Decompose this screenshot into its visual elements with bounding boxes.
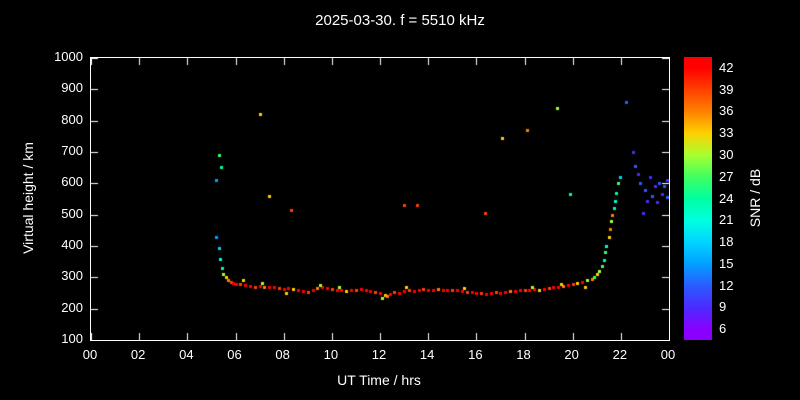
x-tick-label: 22 xyxy=(612,347,628,362)
x-tick-label: 06 xyxy=(227,347,242,362)
colorbar-label: SNR / dB xyxy=(747,168,763,228)
colorbar-tick-label: 39 xyxy=(719,81,734,97)
colorbar-tick-label: 42 xyxy=(719,59,734,75)
x-tick-label: 12 xyxy=(371,347,387,362)
colorbar-tick-label: 36 xyxy=(719,103,734,119)
y-tick-label: 900 xyxy=(61,80,83,96)
y-tick-label: 100 xyxy=(61,331,83,346)
y-tick-label: 700 xyxy=(61,143,83,158)
y-tick-label: 800 xyxy=(61,111,83,127)
colorbar-tick-label: 6 xyxy=(719,321,727,337)
plot-area xyxy=(90,57,670,341)
y-axis-label: Virtual height / km xyxy=(20,142,36,254)
x-tick-label: 16 xyxy=(468,347,483,362)
colorbar-gradient xyxy=(684,57,712,340)
x-tick-label: 10 xyxy=(323,347,339,362)
colorbar-tick-label: 24 xyxy=(719,190,734,206)
x-tick-label: 14 xyxy=(419,347,435,362)
colorbar-tick-label: 15 xyxy=(719,255,734,271)
scatter-points-canvas xyxy=(91,58,669,340)
colorbar-tick-label: 21 xyxy=(719,212,734,228)
x-tick-label: 00 xyxy=(82,347,98,362)
chart-title: 2025-03-30. f = 5510 kHz xyxy=(315,12,485,29)
x-tick-label: 00 xyxy=(660,347,676,362)
x-tick-label: 02 xyxy=(130,347,146,362)
y-tick-label: 300 xyxy=(61,268,83,284)
y-tick-label: 400 xyxy=(61,237,83,252)
colorbar-tick-label: 12 xyxy=(719,277,734,293)
colorbar-tick-label: 27 xyxy=(719,168,734,184)
x-tick-label: 18 xyxy=(516,347,531,362)
x-tick-label: 04 xyxy=(179,347,194,362)
colorbar-tick-label: 33 xyxy=(719,125,734,141)
y-tick-label: 600 xyxy=(61,174,83,190)
x-tick-label: 20 xyxy=(564,347,579,362)
x-tick-label: 08 xyxy=(275,347,290,362)
y-tick-label: 200 xyxy=(61,299,83,315)
x-axis-label: UT Time / hrs xyxy=(337,372,421,388)
colorbar-tick-label: 18 xyxy=(719,234,734,250)
colorbar-tick-label: 9 xyxy=(719,299,727,315)
y-tick-label: 500 xyxy=(61,205,83,221)
colorbar-tick-label: 30 xyxy=(719,146,734,162)
y-tick-label: 1000 xyxy=(54,49,83,64)
